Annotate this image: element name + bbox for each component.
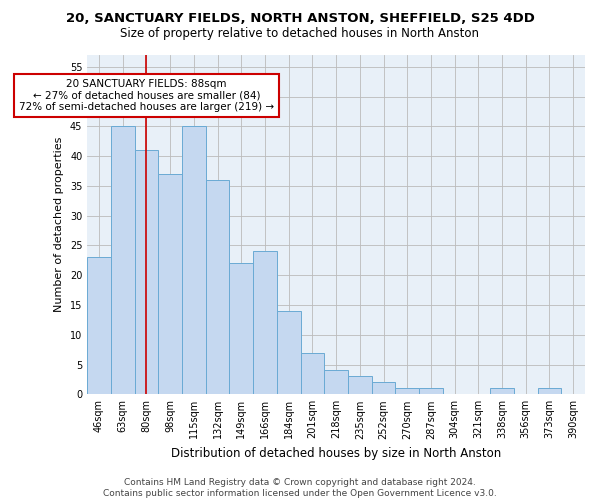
Bar bbox=[87, 258, 111, 394]
Bar bbox=[490, 388, 514, 394]
Bar bbox=[134, 150, 158, 394]
Bar bbox=[419, 388, 443, 394]
Bar bbox=[158, 174, 182, 394]
Bar bbox=[371, 382, 395, 394]
Bar bbox=[348, 376, 371, 394]
Bar bbox=[395, 388, 419, 394]
Text: 20, SANCTUARY FIELDS, NORTH ANSTON, SHEFFIELD, S25 4DD: 20, SANCTUARY FIELDS, NORTH ANSTON, SHEF… bbox=[65, 12, 535, 26]
Y-axis label: Number of detached properties: Number of detached properties bbox=[54, 137, 64, 312]
Bar bbox=[182, 126, 206, 394]
Bar bbox=[111, 126, 134, 394]
Bar bbox=[229, 264, 253, 394]
Bar bbox=[253, 252, 277, 394]
Bar bbox=[206, 180, 229, 394]
Bar bbox=[538, 388, 561, 394]
X-axis label: Distribution of detached houses by size in North Anston: Distribution of detached houses by size … bbox=[171, 447, 501, 460]
Bar bbox=[324, 370, 348, 394]
Bar bbox=[277, 311, 301, 394]
Text: 20 SANCTUARY FIELDS: 88sqm
← 27% of detached houses are smaller (84)
72% of semi: 20 SANCTUARY FIELDS: 88sqm ← 27% of deta… bbox=[19, 79, 274, 112]
Text: Size of property relative to detached houses in North Anston: Size of property relative to detached ho… bbox=[121, 28, 479, 40]
Bar bbox=[301, 352, 324, 395]
Text: Contains HM Land Registry data © Crown copyright and database right 2024.
Contai: Contains HM Land Registry data © Crown c… bbox=[103, 478, 497, 498]
